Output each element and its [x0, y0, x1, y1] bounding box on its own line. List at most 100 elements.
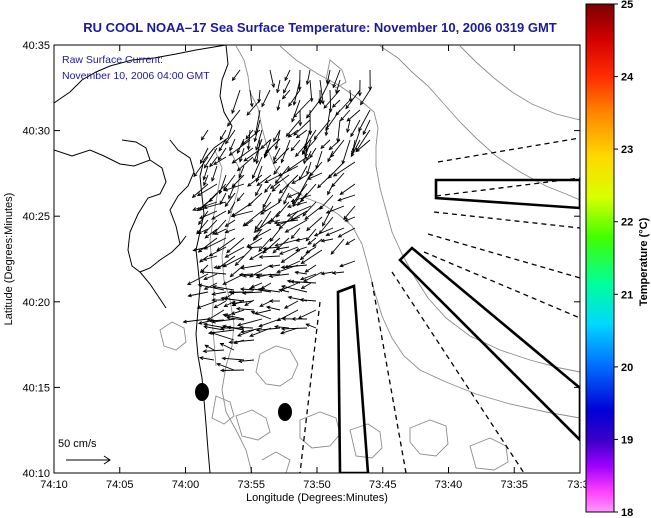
current-vector-head: [218, 147, 223, 152]
current-vector-head: [238, 272, 244, 277]
current-vector-head: [313, 232, 319, 237]
current-vector-head: [236, 322, 242, 327]
current-vector: [290, 139, 301, 151]
current-vector: [264, 147, 272, 157]
current-vector: [273, 129, 281, 142]
current-vector: [349, 89, 352, 102]
current-vector-head: [239, 287, 245, 292]
current-vector-head: [291, 180, 296, 184]
current-vector: [269, 273, 290, 277]
current-vector-head: [255, 159, 259, 165]
current-vector: [262, 192, 272, 208]
current-vector: [214, 300, 227, 308]
current-vector: [199, 192, 218, 211]
y-tick-label: 40:30: [22, 126, 50, 138]
current-vector: [305, 228, 317, 241]
current-vector: [262, 237, 281, 254]
current-vector-head: [272, 249, 277, 254]
bathymetry-contours: [159, 45, 580, 473]
current-vector-head: [231, 159, 236, 164]
current-vector: [229, 339, 255, 343]
current-vector: [279, 289, 290, 293]
current-vector-head: [258, 247, 263, 253]
current-vector-head: [300, 260, 305, 265]
current-vector-head: [284, 76, 289, 82]
current-vector: [256, 327, 281, 331]
current-vector-head: [325, 126, 330, 131]
current-vector-head: [230, 311, 236, 315]
current-vector-head: [213, 265, 219, 270]
current-vector-head: [264, 188, 269, 194]
current-vector: [224, 297, 235, 301]
current-vector-head: [304, 216, 309, 220]
current-vector-head: [223, 187, 229, 192]
current-vector-head: [280, 259, 286, 263]
current-vector: [307, 237, 317, 245]
current-vector: [302, 129, 311, 155]
current-vector: [199, 357, 215, 361]
current-vector: [255, 109, 261, 135]
current-vector-head: [287, 194, 292, 198]
current-vector-head: [256, 182, 261, 187]
current-vector: [306, 161, 312, 175]
current-vector-head: [307, 240, 312, 245]
current-vector: [346, 119, 351, 133]
current-vector: [225, 219, 236, 227]
current-vector-head: [249, 103, 254, 108]
current-vector-head: [236, 149, 241, 155]
current-vector-head: [196, 192, 202, 197]
current-vector: [212, 318, 236, 323]
current-vector: [263, 246, 281, 250]
current-vector-head: [309, 154, 314, 159]
current-vector-head: [203, 164, 208, 169]
current-vector: [219, 192, 227, 205]
current-vector-head: [243, 222, 249, 227]
current-vector: [204, 147, 218, 169]
current-vector: [339, 260, 356, 267]
current-vector: [303, 271, 323, 282]
current-vector: [242, 291, 263, 294]
current-vector: [198, 284, 225, 291]
current-vector: [199, 210, 218, 219]
current-vector: [323, 89, 341, 109]
current-vector: [264, 183, 272, 193]
current-vector: [296, 129, 308, 139]
current-vector-head: [200, 136, 205, 141]
current-vector: [192, 201, 218, 211]
current-vector-head: [313, 135, 318, 140]
current-vector: [293, 79, 301, 106]
current-vector-head: [203, 325, 208, 330]
current-vector-head: [278, 198, 282, 203]
current-vector-head: [246, 145, 251, 151]
current-vector-head: [281, 316, 286, 321]
x-axis: 74:10 74:05 74:00 73:55 73:50 73:45 73:4…: [40, 45, 589, 504]
current-vector-head: [211, 298, 216, 303]
current-vector: [295, 271, 308, 275]
current-vector-head: [286, 279, 292, 284]
current-vector-head: [203, 245, 208, 250]
current-vector: [326, 227, 345, 236]
current-vector: [249, 89, 253, 107]
current-vector: [227, 326, 245, 331]
current-vector-head: [198, 258, 204, 263]
current-vector-head: [264, 179, 269, 183]
current-vector-head: [346, 128, 350, 134]
current-vector-head: [259, 303, 264, 307]
colorbar-tick-label: 19: [621, 434, 633, 446]
current-vector-head: [322, 222, 326, 227]
current-vector: [286, 119, 301, 137]
current-vector: [237, 318, 263, 326]
current-vector: [193, 156, 209, 177]
current-vector: [203, 219, 218, 234]
current-vector-head: [220, 326, 225, 331]
current-vector-head: [229, 146, 233, 152]
current-vector: [246, 237, 263, 248]
current-vector-head: [220, 296, 225, 301]
current-vector-head: [253, 234, 259, 239]
current-vector: [258, 288, 281, 293]
current-vector: [270, 174, 290, 189]
current-vector: [226, 237, 245, 253]
current-vector: [327, 150, 334, 162]
current-vector-head: [220, 368, 225, 373]
current-vector: [340, 109, 351, 121]
